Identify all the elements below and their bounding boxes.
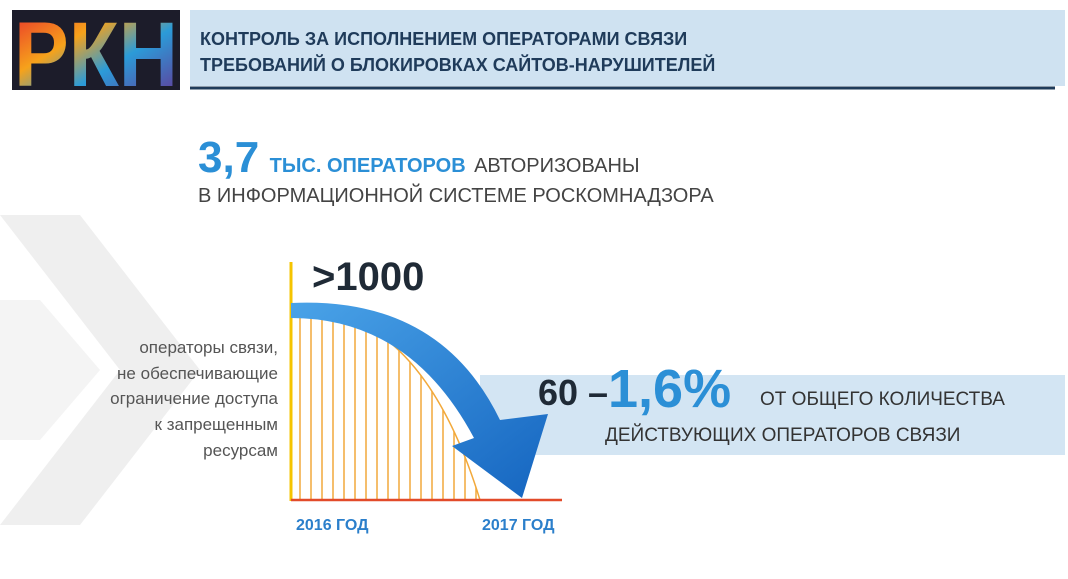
stat-unit: ТЫС. ОПЕРАТОРОВ [270, 155, 466, 177]
caption-line: к запрещенным [155, 415, 278, 434]
stat-number: 3,7 [198, 133, 259, 182]
result-line: ДЕЙСТВУЮЩИХ ОПЕРАТОРОВ СВЯЗИ [605, 424, 960, 446]
stat-line: 3,7 ТЫС. ОПЕРАТОРОВ АВТОРИЗОВАНЫ [198, 133, 640, 182]
chevrons [0, 215, 200, 525]
caption-line: не обеспечивающие [117, 364, 278, 383]
result-band [480, 375, 1065, 455]
caption-line: ресурсам [203, 441, 278, 460]
logo-bg [12, 10, 180, 90]
header-band [190, 10, 1065, 86]
result-line: ОТ ОБЩЕГО КОЛИЧЕСТВА [760, 389, 1005, 410]
x-label: 2016 ГОД [296, 517, 369, 534]
caption: операторы связи, не обеспечивающие огран… [110, 338, 278, 460]
header-line: КОНТРОЛЬ ЗА ИСПОЛНЕНИЕМ ОПЕРАТОРАМИ СВЯЗ… [200, 29, 687, 49]
logo: РКН [14, 4, 178, 106]
result-percent: 1,6% [608, 359, 731, 419]
caption-line: ограничение доступа [110, 389, 278, 408]
start-value: >1000 [312, 255, 424, 299]
arrow [291, 302, 548, 498]
stat-line2: В ИНФОРМАЦИОННОЙ СИСТЕМЕ РОСКОМНАДЗОРА [198, 183, 714, 207]
caption-line: операторы связи, [139, 338, 278, 357]
stat-verb: АВТОРИЗОВАНЫ [474, 155, 640, 177]
header-line: ТРЕБОВАНИЙ О БЛОКИРОВКАХ САЙТОВ-НАРУШИТЕ… [200, 54, 715, 75]
result-count: 60 – [538, 372, 608, 413]
x-label: 2017 ГОД [482, 517, 555, 534]
